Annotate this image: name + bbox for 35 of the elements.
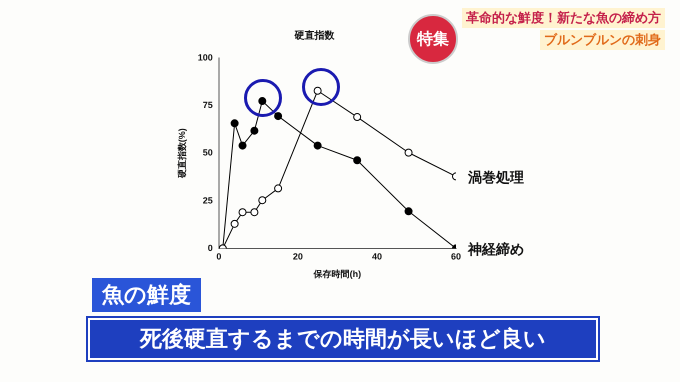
x-tick-label: 60 [450, 251, 462, 262]
y-tick-label: 25 [202, 195, 213, 206]
point [258, 97, 266, 106]
y-tick-label: 0 [208, 242, 213, 253]
point [250, 126, 258, 135]
x-tick-label: 0 [216, 251, 222, 262]
text: 魚の鮮度 [92, 278, 201, 312]
point [230, 119, 239, 128]
point [353, 156, 362, 164]
y-axis-title: 硬直指数(%) [176, 128, 187, 180]
chart-title: 硬直指数 [294, 30, 336, 42]
x-tick-label: 20 [292, 251, 303, 262]
y-tick-label: 75 [202, 100, 213, 110]
point [258, 196, 266, 204]
point [230, 220, 239, 228]
x-axis-title: 保存時間(h) [312, 269, 362, 280]
text: 死後硬直するまでの時間が長いほど良い [88, 318, 598, 360]
point [238, 142, 247, 150]
point [314, 142, 322, 150]
point [314, 86, 322, 95]
point [250, 208, 258, 216]
x-tick-label: 40 [372, 251, 382, 262]
text: 特集 [408, 14, 458, 64]
series-label: 神経締め [467, 241, 524, 258]
y-tick-label: 50 [202, 148, 213, 158]
point [404, 148, 413, 157]
y-tick-label: 100 [198, 52, 213, 62]
point [238, 208, 247, 216]
text: 革命的な鮮度！新たな魚の締め方 [462, 8, 665, 28]
point [274, 184, 282, 192]
text: ブルンブルンの刺身 [540, 30, 665, 50]
point [404, 207, 413, 216]
point [353, 113, 362, 122]
series-label: 渦巻処理 [467, 170, 524, 186]
point [274, 112, 282, 120]
